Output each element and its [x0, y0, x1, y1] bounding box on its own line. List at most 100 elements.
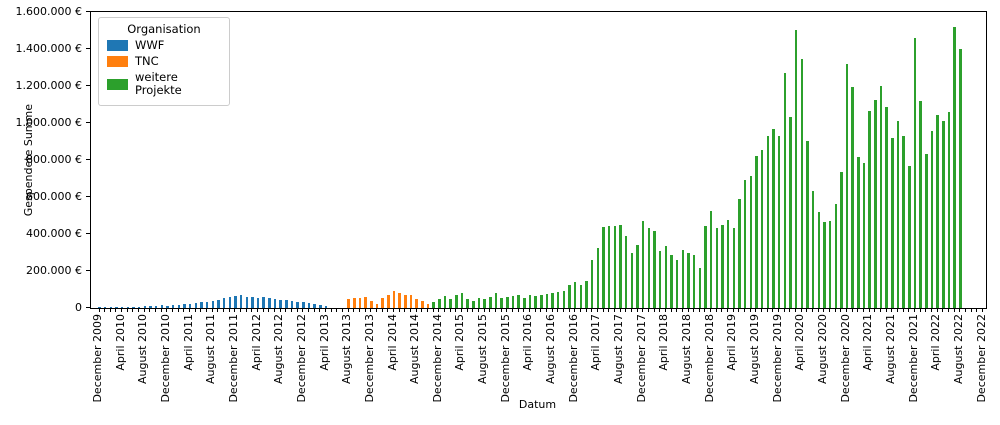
x-tick-mark	[602, 308, 604, 312]
bar	[251, 297, 254, 308]
bar	[738, 198, 741, 308]
bar	[443, 296, 447, 308]
x-tick-mark	[455, 308, 457, 312]
x-tick-mark	[755, 308, 757, 312]
x-tick-label: April 2021	[861, 314, 875, 371]
bar	[438, 298, 441, 308]
bar	[188, 303, 192, 308]
x-tick-mark	[857, 308, 859, 312]
bar	[477, 298, 481, 308]
x-tick-mark	[302, 308, 304, 312]
x-tick-mark	[545, 308, 547, 312]
legend-label-weitere-projekte: weitere Projekte	[135, 70, 182, 97]
bar	[942, 120, 945, 308]
x-tick-mark	[687, 308, 689, 312]
x-tick-mark	[783, 308, 785, 312]
x-tick-mark	[704, 308, 706, 312]
bar	[925, 154, 928, 308]
x-tick-mark	[965, 308, 966, 312]
bar	[800, 59, 804, 308]
legend-item-tnc: TNC	[107, 55, 221, 68]
x-tick-label: August 2013	[340, 314, 354, 384]
bar	[205, 301, 209, 308]
bar	[409, 294, 413, 308]
bar	[364, 297, 367, 308]
x-tick-mark	[579, 308, 581, 312]
y-tick-mark	[86, 307, 90, 308]
x-tick-mark	[421, 308, 423, 312]
bar	[211, 300, 215, 308]
x-tick-mark	[432, 308, 434, 312]
legend-item-weitere-projekte: weitere Projekte	[107, 71, 221, 97]
x-tick-mark	[976, 308, 978, 312]
x-tick-mark	[829, 308, 831, 312]
x-tick-mark	[483, 308, 485, 312]
bar	[789, 117, 792, 308]
x-tick-mark	[982, 308, 983, 312]
x-tick-mark	[619, 308, 621, 312]
x-tick-label: April 2016	[521, 314, 535, 371]
bar	[228, 297, 231, 308]
bar	[607, 225, 611, 308]
x-tick-mark	[404, 308, 406, 312]
bar	[721, 224, 724, 308]
bar	[715, 228, 719, 308]
x-tick-mark	[574, 308, 576, 312]
x-tick-mark	[948, 308, 950, 312]
bar	[573, 282, 577, 308]
x-tick-mark	[738, 308, 740, 312]
bar	[772, 129, 775, 308]
x-tick-mark	[817, 308, 819, 312]
x-tick-mark	[761, 308, 763, 312]
x-tick-mark	[472, 308, 474, 312]
x-tick-mark	[342, 308, 344, 312]
x-tick-label: December 2015	[498, 314, 512, 403]
x-tick-label: December 2014	[430, 314, 444, 403]
x-tick-mark	[121, 308, 123, 312]
bar	[619, 224, 622, 308]
x-tick-mark	[789, 308, 791, 312]
bar	[290, 300, 294, 308]
x-tick-mark	[823, 308, 825, 312]
x-tick-mark	[347, 308, 349, 312]
bar	[432, 301, 435, 308]
x-tick-label: April 2012	[249, 314, 263, 371]
bar	[670, 254, 673, 308]
bar	[556, 292, 560, 308]
bar	[256, 297, 260, 308]
bar	[222, 298, 226, 308]
x-tick-mark	[274, 308, 276, 312]
bar	[353, 298, 356, 308]
x-tick-mark	[206, 308, 208, 312]
x-tick-mark	[251, 308, 253, 312]
x-tick-mark	[398, 308, 400, 312]
x-tick-label: December 2012	[294, 314, 308, 403]
bar	[523, 298, 526, 308]
bar	[381, 298, 384, 308]
bar	[194, 303, 198, 308]
x-tick-mark	[721, 308, 723, 312]
bar	[913, 37, 917, 308]
bar	[262, 297, 265, 308]
x-tick-mark	[500, 308, 502, 312]
bar	[862, 162, 866, 308]
bar	[896, 120, 900, 308]
x-tick-mark	[104, 308, 106, 312]
bar	[302, 302, 305, 308]
bar	[692, 254, 696, 308]
x-tick-mark	[919, 308, 921, 312]
bar	[857, 157, 860, 308]
bar	[596, 248, 600, 308]
bar	[307, 303, 311, 308]
y-tick-mark	[86, 11, 90, 12]
x-tick-mark	[211, 308, 213, 312]
x-tick-mark	[313, 308, 315, 312]
bar	[540, 294, 543, 308]
x-tick-mark	[551, 308, 553, 312]
x-tick-mark	[727, 308, 729, 312]
bar	[268, 298, 271, 308]
bar	[681, 249, 685, 308]
x-tick-mark	[970, 308, 972, 312]
y-tick-label: 400.000 €	[26, 227, 82, 240]
